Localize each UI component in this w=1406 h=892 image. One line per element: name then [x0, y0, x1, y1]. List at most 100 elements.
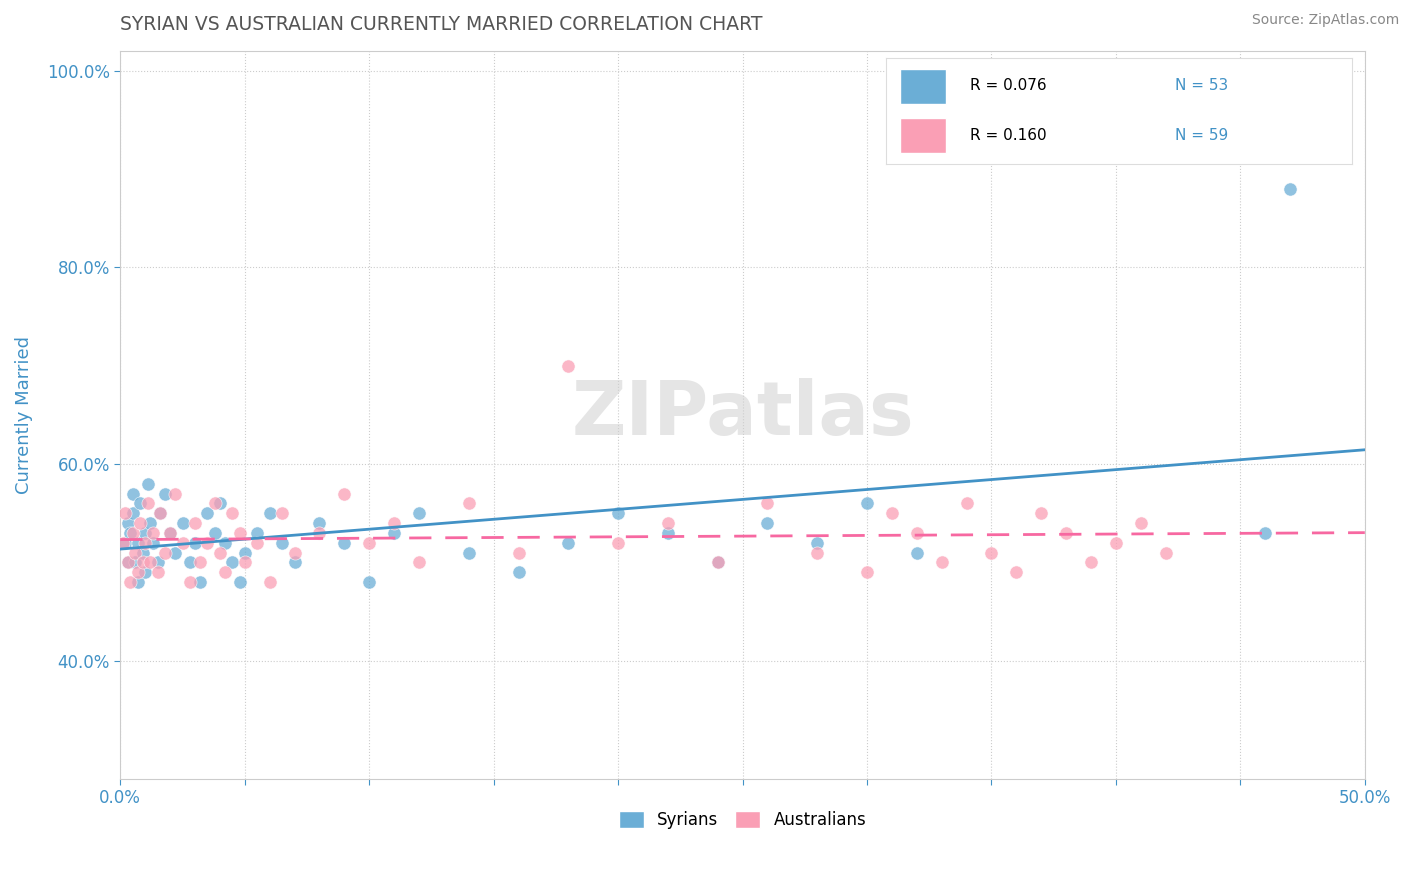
- Point: [359, 536, 381, 550]
- Point: [359, 575, 381, 590]
- Point: [931, 556, 953, 570]
- Point: [246, 536, 269, 550]
- Point: [172, 516, 194, 530]
- Point: [905, 525, 928, 540]
- Point: [127, 566, 149, 580]
- Point: [308, 525, 330, 540]
- Point: [1080, 556, 1102, 570]
- Point: [214, 536, 236, 550]
- Point: [229, 575, 252, 590]
- Point: [208, 496, 231, 510]
- Point: [208, 546, 231, 560]
- Point: [457, 496, 479, 510]
- Point: [1279, 181, 1302, 195]
- Point: [880, 506, 903, 520]
- Point: [188, 556, 211, 570]
- Point: [117, 556, 139, 570]
- Point: [131, 556, 153, 570]
- Point: [333, 486, 356, 500]
- Point: [159, 525, 181, 540]
- Point: [856, 496, 879, 510]
- Y-axis label: Currently Married: Currently Married: [15, 336, 32, 494]
- Point: [165, 546, 187, 560]
- Point: [142, 536, 165, 550]
- Point: [127, 536, 149, 550]
- Point: [229, 525, 252, 540]
- Point: [188, 575, 211, 590]
- Point: [204, 496, 226, 510]
- Point: [706, 556, 728, 570]
- Point: [136, 476, 159, 491]
- Point: [408, 556, 430, 570]
- Point: [214, 566, 236, 580]
- Point: [134, 566, 156, 580]
- Point: [657, 525, 679, 540]
- Point: [905, 546, 928, 560]
- Point: [233, 546, 256, 560]
- Text: SYRIAN VS AUSTRALIAN CURRENTLY MARRIED CORRELATION CHART: SYRIAN VS AUSTRALIAN CURRENTLY MARRIED C…: [121, 15, 763, 34]
- Point: [165, 486, 187, 500]
- Point: [124, 556, 146, 570]
- Point: [1054, 525, 1077, 540]
- Point: [127, 575, 149, 590]
- Point: [134, 536, 156, 550]
- Point: [283, 546, 305, 560]
- Point: [117, 516, 139, 530]
- Point: [172, 536, 194, 550]
- Point: [184, 536, 207, 550]
- Point: [756, 496, 779, 510]
- Point: [136, 496, 159, 510]
- Point: [149, 506, 172, 520]
- Point: [246, 525, 269, 540]
- Point: [159, 525, 181, 540]
- Point: [197, 506, 219, 520]
- Point: [204, 525, 226, 540]
- Point: [1105, 536, 1128, 550]
- Point: [508, 566, 530, 580]
- Text: Source: ZipAtlas.com: Source: ZipAtlas.com: [1251, 13, 1399, 28]
- Point: [134, 525, 156, 540]
- Point: [271, 506, 294, 520]
- Point: [117, 556, 139, 570]
- Point: [121, 506, 143, 520]
- Text: ZIPatlas: ZIPatlas: [571, 378, 914, 451]
- Point: [333, 536, 356, 550]
- Point: [221, 556, 243, 570]
- Point: [120, 525, 142, 540]
- Point: [856, 566, 879, 580]
- Point: [508, 546, 530, 560]
- Point: [120, 575, 142, 590]
- Point: [1031, 506, 1053, 520]
- Point: [131, 546, 153, 560]
- Point: [129, 516, 152, 530]
- Point: [221, 506, 243, 520]
- Point: [259, 575, 281, 590]
- Point: [146, 566, 169, 580]
- Point: [806, 536, 828, 550]
- Point: [139, 516, 162, 530]
- Point: [142, 525, 165, 540]
- Point: [283, 556, 305, 570]
- Point: [382, 516, 405, 530]
- Point: [408, 506, 430, 520]
- Point: [706, 556, 728, 570]
- Point: [121, 486, 143, 500]
- Point: [121, 525, 143, 540]
- Point: [955, 496, 977, 510]
- Point: [1254, 525, 1277, 540]
- Point: [607, 506, 630, 520]
- Point: [259, 506, 281, 520]
- Point: [124, 546, 146, 560]
- Point: [153, 486, 176, 500]
- Point: [111, 536, 134, 550]
- Point: [233, 556, 256, 570]
- Point: [1154, 546, 1177, 560]
- Legend: Syrians, Australians: Syrians, Australians: [612, 805, 873, 836]
- Point: [184, 516, 207, 530]
- Point: [607, 536, 630, 550]
- Point: [1129, 516, 1152, 530]
- Point: [382, 525, 405, 540]
- Point: [146, 556, 169, 570]
- Point: [557, 536, 579, 550]
- Point: [557, 359, 579, 373]
